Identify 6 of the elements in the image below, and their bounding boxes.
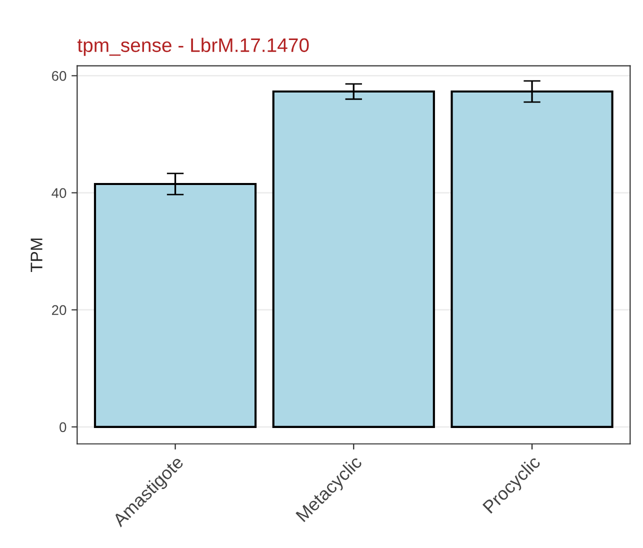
chart-title: tpm_sense - LbrM.17.1470: [77, 38, 309, 56]
y-tick-label: 60: [52, 71, 66, 81]
y-tick-label: 40: [52, 188, 66, 198]
y-tick-label: 0: [60, 422, 66, 432]
y-axis-title: TPM: [30, 238, 42, 272]
y-tick-label: 20: [52, 305, 66, 316]
